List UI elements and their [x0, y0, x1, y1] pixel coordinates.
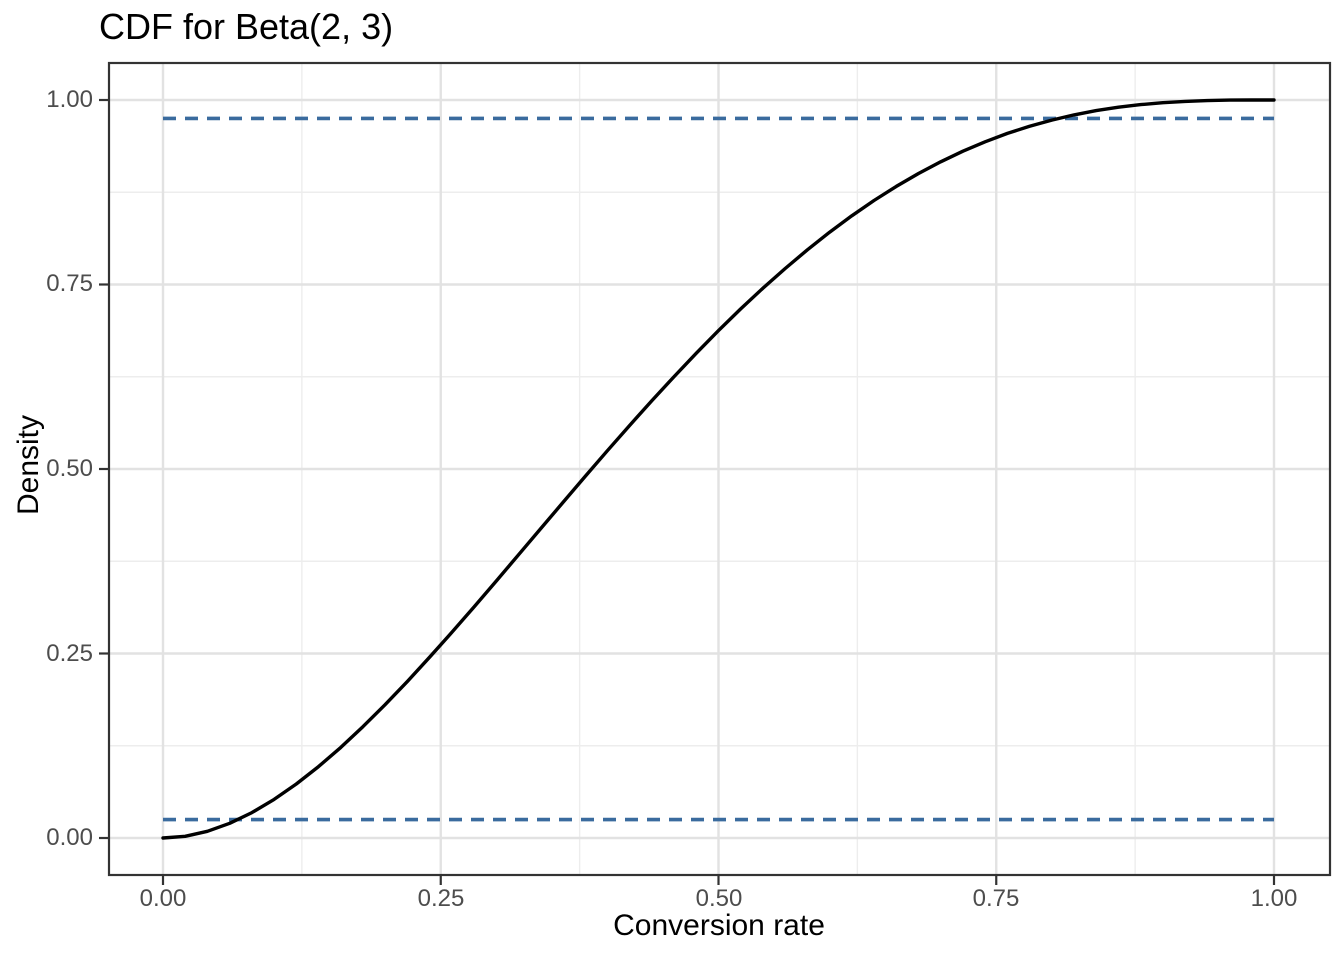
x-axis-title: Conversion rate — [613, 909, 825, 942]
x-tick-label-3: 0.75 — [972, 885, 1020, 912]
y-tick-label-1: 0.25 — [46, 640, 93, 667]
chart-title: CDF for Beta(2, 3) — [99, 6, 394, 47]
y-tick-label-4: 1.00 — [46, 86, 93, 113]
x-tick-label-2: 0.50 — [695, 885, 743, 912]
x-tick-label-1: 0.25 — [417, 885, 465, 912]
y-axis-title: Density — [12, 414, 45, 516]
y-tick-label-2: 0.50 — [46, 455, 93, 482]
x-tick-label-4: 1.00 — [1250, 885, 1298, 912]
y-tick-label-0: 0.00 — [46, 824, 93, 851]
x-tick-label-0: 0.00 — [139, 885, 187, 912]
cdf-curve — [161, 98, 1276, 840]
y-tick-label-3: 0.75 — [46, 270, 93, 297]
